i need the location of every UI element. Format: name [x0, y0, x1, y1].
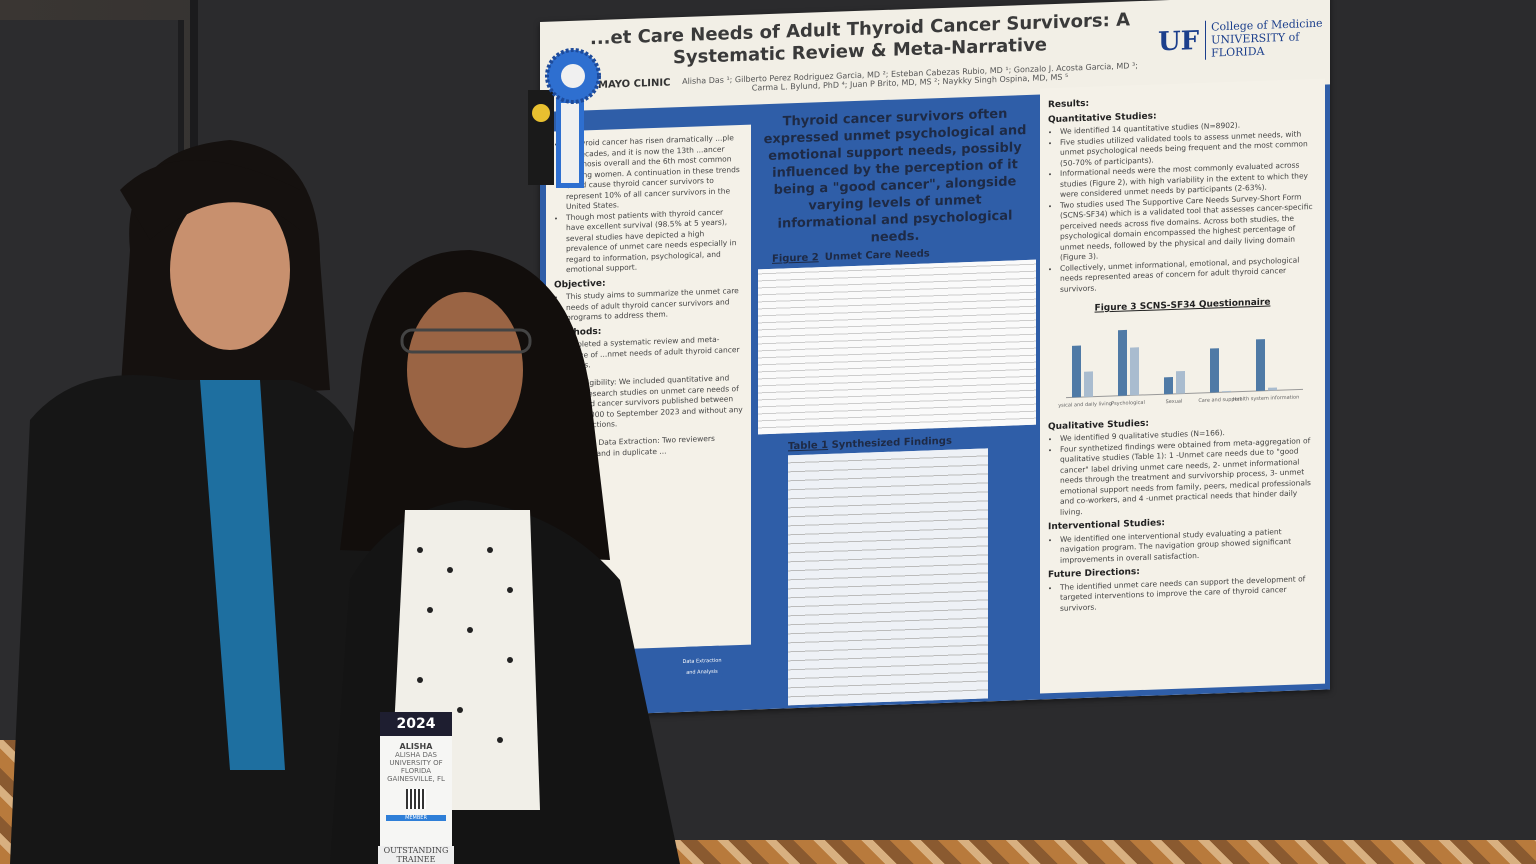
figure2-label: Figure 2: [772, 252, 819, 265]
category-label: Care and support: [1198, 396, 1241, 404]
table1-title: Synthesized Findings: [831, 435, 952, 451]
category-label: Physical and daily living: [1058, 401, 1112, 409]
quant-list: We identified 14 quantitative studies (N…: [1048, 118, 1317, 295]
bar: [1267, 386, 1277, 391]
badge-full-name: ALISHA DAS: [395, 751, 437, 759]
key-message: Thyroid cancer survivors often expressed…: [763, 106, 1027, 246]
category-label: Health system information: [1232, 394, 1299, 402]
uf-text: College of Medicine UNIVERSITY of FLORIDA: [1205, 16, 1330, 60]
badge-affiliation: UNIVERSITY OF FLORIDA: [389, 759, 443, 775]
research-poster: ...et Care Needs of Adult Thyroid Cancer…: [540, 0, 1330, 717]
bar: [1083, 370, 1093, 397]
figure2-table-image: [758, 259, 1036, 435]
badge-first-name: ALISHA: [399, 742, 433, 751]
conference-badge: 2024 ALISHA ALISHA DAS UNIVERSITY OF FLO…: [380, 712, 452, 852]
interventional-list: We identified one interventional study e…: [1048, 525, 1317, 566]
bar: [1129, 346, 1139, 395]
bar: [1221, 390, 1231, 392]
future-list: The identified unmet care needs can supp…: [1048, 573, 1317, 614]
uf-mark: UF: [1158, 25, 1200, 57]
qr-code-icon: [406, 789, 426, 809]
table1-label: Table 1: [788, 439, 829, 453]
badge-ribbon: OUTSTANDING TRAINEE: [378, 846, 454, 864]
category-label: Psychological: [1111, 399, 1145, 406]
bullet-item: We identified one interventional study e…: [1060, 525, 1317, 565]
uf-line2: UNIVERSITY of FLORIDA: [1211, 30, 1300, 60]
bullet-item: The identified unmet care needs can supp…: [1060, 573, 1317, 613]
poster-body-frame: ...thyroid cancer has risen dramatically…: [540, 78, 1330, 717]
figure3-bar-chart: Physical and daily living Psychological Se…: [1058, 329, 1303, 409]
badge-type: MEMBER: [386, 815, 446, 821]
figure2-heading: Figure 2 Unmet Care Needs: [772, 248, 930, 265]
person-left: [10, 140, 380, 864]
badge-city: GAINESVILLE, FL: [387, 775, 445, 783]
bar: [1209, 347, 1219, 393]
bar: [1071, 345, 1081, 397]
results-column: Results: Quantitative Studies: We identi…: [1040, 78, 1325, 694]
qual-list: We identified 9 qualitative studies (N=1…: [1048, 425, 1317, 518]
bullet-item: Four synthetized findings were obtained …: [1060, 435, 1317, 517]
bar: [1117, 329, 1127, 396]
category-label: Sexual: [1165, 398, 1182, 405]
bullet-item: Two studies used The Supportive Care Nee…: [1060, 191, 1317, 263]
bar: [1163, 376, 1173, 394]
uf-logo: UF College of Medicine UNIVERSITY of FLOR…: [1158, 16, 1330, 61]
bar: [1255, 338, 1265, 391]
badge-year: 2024: [380, 712, 452, 736]
table1-image: [788, 448, 988, 706]
award-ribbon-icon: [528, 48, 601, 188]
figure2-title: Unmet Care Needs: [824, 248, 930, 264]
bar: [1175, 370, 1185, 394]
